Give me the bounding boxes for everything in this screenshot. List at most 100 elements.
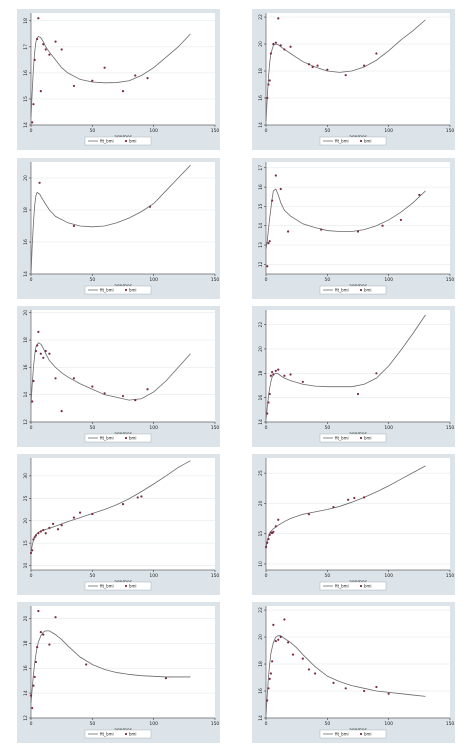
data-point	[307, 513, 311, 516]
data-point	[271, 660, 274, 663]
legend-box	[319, 285, 387, 295]
legend-label-bmi: bmi	[129, 436, 137, 441]
data-point	[31, 400, 34, 403]
y-tick-label: 25	[23, 495, 29, 501]
data-point	[146, 77, 149, 80]
data-point	[320, 228, 323, 231]
data-point	[44, 532, 47, 535]
legend: fit_bmi bmi	[319, 729, 387, 739]
data-point	[268, 677, 271, 680]
x-tick-label: 150	[446, 573, 455, 579]
data-point	[33, 675, 36, 679]
data-point	[32, 684, 35, 687]
fit-line	[30, 342, 191, 405]
data-point	[268, 240, 271, 243]
x-tick-label: 150	[446, 721, 455, 727]
x-tick-label: 50	[89, 573, 95, 579]
data-point	[291, 653, 295, 656]
legend-box	[319, 581, 387, 591]
y-tick-label: 16	[23, 665, 29, 671]
data-point	[266, 541, 269, 544]
x-tick-label: 50	[89, 277, 95, 283]
data-point	[279, 635, 282, 639]
data-point	[60, 524, 63, 527]
data-point	[363, 689, 366, 693]
data-point	[267, 401, 270, 404]
data-point	[289, 373, 292, 376]
y-tick-label: 15	[23, 540, 29, 546]
legend-label-bmi: bmi	[364, 732, 372, 737]
fit-line	[265, 635, 426, 716]
x-tick-label: 50	[324, 721, 330, 727]
data-point	[37, 17, 40, 20]
y-tick-label: 22	[258, 607, 264, 613]
x-tick-label: 50	[324, 277, 330, 283]
data-point	[60, 409, 63, 413]
x-tick-label: 50	[324, 573, 330, 579]
legend-label-bmi: bmi	[129, 584, 137, 589]
plot-area	[31, 310, 215, 422]
x-tick-label: 50	[324, 128, 330, 134]
y-tick-label: 18	[23, 640, 29, 646]
data-point	[72, 516, 76, 519]
legend-point-swatch	[359, 436, 363, 440]
x-tick-label: 0	[265, 128, 268, 134]
y-tick-label: 14	[258, 715, 264, 721]
data-point	[42, 43, 45, 46]
y-tick-label: 12	[23, 419, 29, 425]
data-point	[277, 518, 280, 521]
data-point	[32, 538, 35, 541]
y-tick-label: 20	[258, 41, 264, 47]
y-tick-label: 14	[23, 392, 29, 398]
data-point	[91, 79, 94, 82]
x-tick-label: 0	[30, 425, 33, 431]
data-point	[283, 374, 286, 377]
y-tick-label: 16	[258, 395, 264, 401]
data-point	[36, 645, 39, 649]
data-point	[51, 522, 55, 525]
data-point	[269, 672, 273, 675]
data-point	[307, 668, 311, 671]
legend-box	[84, 581, 152, 591]
data-point	[268, 533, 271, 536]
y-tick-label: 17	[23, 44, 29, 50]
legend-label-bmi: bmi	[129, 139, 137, 144]
y-tick-label: 20	[23, 615, 29, 621]
data-point	[307, 63, 311, 66]
fit-line	[30, 630, 191, 704]
legend: fit_bmi bmi	[84, 136, 152, 146]
x-tick-label: 50	[89, 128, 95, 134]
data-point	[375, 52, 378, 55]
data-point	[37, 609, 40, 613]
data-point	[313, 672, 317, 675]
data-point	[356, 392, 360, 396]
x-tick-label: 150	[211, 277, 220, 283]
legend-label-fit: fit_bmi	[335, 732, 349, 737]
data-point	[283, 618, 286, 621]
data-point	[332, 681, 335, 685]
x-tick-label: 150	[446, 128, 455, 134]
legend-point-swatch	[124, 139, 128, 143]
x-tick-label: 100	[149, 573, 158, 579]
data-point	[272, 623, 275, 626]
legend-label-fit: fit_bmi	[100, 288, 114, 293]
data-point	[399, 218, 403, 222]
data-point	[344, 687, 347, 690]
x-tick-label: 150	[211, 573, 220, 579]
legend-point-swatch	[359, 732, 363, 736]
data-point	[347, 498, 350, 501]
x-tick-label: 0	[265, 277, 268, 283]
legend-box	[319, 433, 387, 443]
data-point	[36, 344, 39, 347]
data-point	[301, 657, 304, 660]
legend-label-bmi: bmi	[364, 288, 372, 293]
data-point	[121, 90, 125, 93]
data-point	[269, 52, 273, 55]
data-point	[418, 193, 421, 196]
